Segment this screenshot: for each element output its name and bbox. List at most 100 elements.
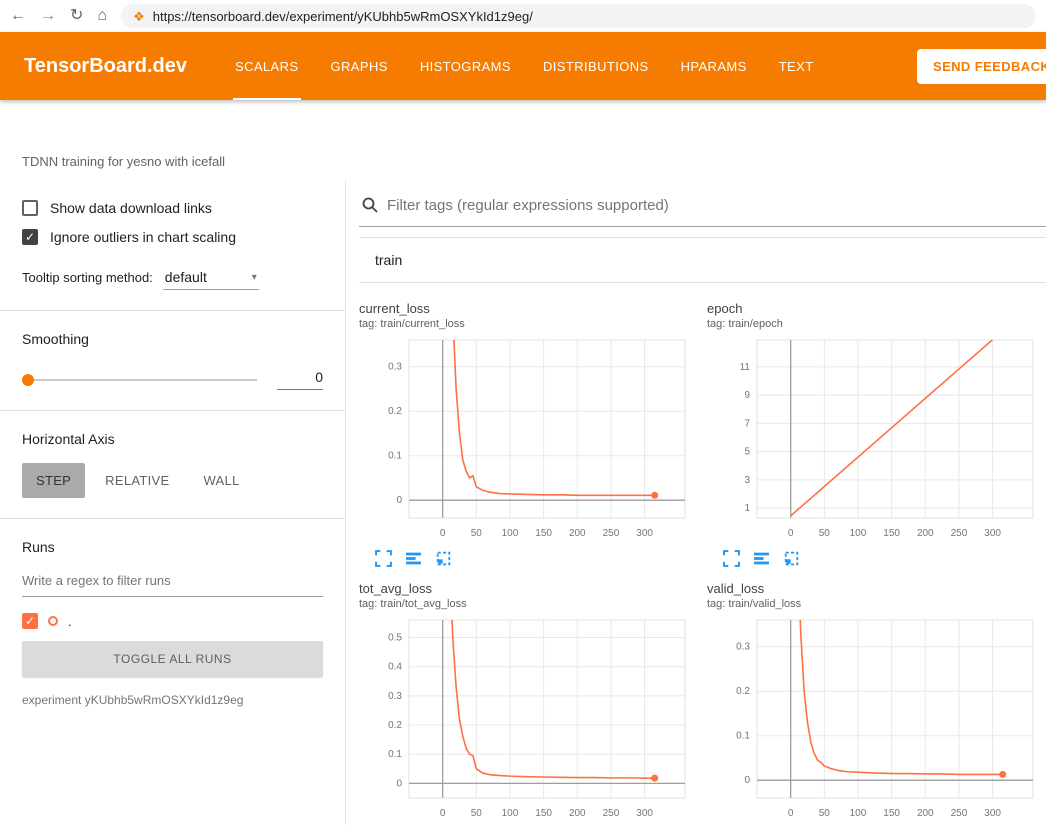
address-bar[interactable]: ❖ https://tensorboard.dev/experiment/yKU…: [121, 4, 1036, 28]
svg-text:100: 100: [850, 528, 867, 539]
tab-histograms[interactable]: HISTOGRAMS: [419, 58, 511, 74]
chart-plot-epoch[interactable]: 0 50 100 150 200 250 300 1 3 5 7 9 11: [707, 334, 1043, 544]
show-download-links-row[interactable]: ✓ Show data download links: [22, 200, 323, 216]
data-table-icon[interactable]: [753, 550, 770, 567]
wall-button[interactable]: WALL: [189, 463, 253, 498]
tooltip-sorting-select[interactable]: default ▾: [162, 269, 259, 290]
horizontal-axis-buttons: STEP RELATIVE WALL: [22, 463, 323, 498]
tab-distributions[interactable]: DISTRIBUTIONS: [542, 58, 649, 74]
back-icon[interactable]: ←: [10, 7, 26, 24]
svg-text:0: 0: [788, 528, 794, 539]
charts-grid: current_loss tag: train/current_loss 0 50…: [359, 283, 1046, 825]
main-area: train current_loss tag: train/current_lo…: [346, 180, 1046, 825]
svg-text:0: 0: [440, 528, 446, 539]
chart-title: current_loss: [359, 301, 430, 316]
tab-scalars[interactable]: SCALARS: [233, 32, 300, 100]
svg-text:0.1: 0.1: [388, 451, 402, 462]
chart-title: valid_loss: [707, 581, 765, 596]
smoothing-value[interactable]: 0: [277, 369, 323, 390]
reload-icon[interactable]: ↻: [70, 7, 84, 24]
runs-label: Runs: [22, 539, 55, 555]
svg-text:150: 150: [883, 528, 900, 539]
svg-text:9: 9: [744, 390, 750, 401]
svg-text:100: 100: [502, 528, 519, 539]
app-logo[interactable]: TensorBoard.dev: [24, 54, 187, 77]
chart-title: tot_avg_loss: [359, 581, 432, 596]
svg-text:7: 7: [744, 418, 750, 429]
fit-domain-icon[interactable]: [435, 550, 452, 567]
chart-tag: tag: train/epoch: [707, 318, 783, 330]
chart-tag: tag: train/valid_loss: [707, 598, 802, 610]
tag-filter-input[interactable]: [387, 196, 1046, 214]
run-checkbox[interactable]: ✓: [22, 613, 38, 629]
relative-button[interactable]: RELATIVE: [91, 463, 183, 498]
runs-filter-input[interactable]: [22, 571, 323, 597]
svg-text:0.3: 0.3: [388, 691, 402, 702]
svg-text:200: 200: [569, 808, 586, 819]
chart-title: epoch: [707, 301, 743, 316]
url-text: https://tensorboard.dev/experiment/yKUbh…: [152, 8, 533, 24]
train-section-header[interactable]: train: [359, 237, 1046, 283]
browser-chrome: ← → ↻ ⌂ ❖ https://tensorboard.dev/experi…: [0, 0, 1046, 32]
svg-text:11: 11: [740, 362, 751, 373]
send-feedback-button[interactable]: SEND FEEDBACK: [917, 49, 1046, 84]
svg-text:50: 50: [819, 528, 831, 539]
expand-chart-icon[interactable]: [723, 550, 740, 567]
tooltip-sorting-value: default: [164, 269, 207, 285]
svg-text:150: 150: [535, 528, 552, 539]
svg-text:50: 50: [819, 808, 831, 819]
step-button[interactable]: STEP: [22, 463, 86, 498]
svg-text:0.1: 0.1: [388, 749, 402, 760]
ignore-outliers-label: Ignore outliers in chart scaling: [50, 229, 236, 245]
svg-text:300: 300: [636, 808, 653, 819]
svg-text:3: 3: [744, 475, 750, 486]
train-section: train current_loss tag: train/current_lo…: [359, 237, 1046, 825]
svg-text:150: 150: [535, 808, 552, 819]
svg-text:250: 250: [603, 808, 620, 819]
tab-hparams[interactable]: HPARAMS: [680, 58, 747, 74]
svg-text:50: 50: [471, 528, 483, 539]
svg-text:250: 250: [951, 808, 968, 819]
experiment-title: TDNN training for yesno with icefall: [22, 154, 226, 169]
expand-chart-icon[interactable]: [375, 550, 392, 567]
chart-toolbar: [707, 544, 1043, 571]
slider-thumb[interactable]: [22, 373, 34, 386]
chart-toolbar: [359, 544, 695, 571]
toggle-all-runs-button[interactable]: TOGGLE ALL RUNS: [22, 641, 323, 677]
tooltip-sorting-row: Tooltip sorting method: default ▾: [22, 269, 323, 290]
svg-text:0.1: 0.1: [736, 731, 750, 742]
tab-graphs[interactable]: GRAPHS: [330, 58, 388, 74]
svg-text:0.2: 0.2: [736, 686, 750, 697]
smoothing-label: Smoothing: [22, 331, 89, 347]
show-download-links-checkbox[interactable]: ✓: [22, 200, 38, 216]
smoothing-slider[interactable]: [22, 373, 257, 386]
svg-text:200: 200: [917, 808, 934, 819]
horizontal-axis-label: Horizontal Axis: [22, 431, 115, 447]
svg-text:0.2: 0.2: [388, 406, 402, 417]
tooltip-sorting-label: Tooltip sorting method:: [22, 270, 153, 285]
svg-text:0: 0: [788, 808, 794, 819]
chart-card-valid-loss: valid_loss tag: train/valid_loss 0 50 100 1…: [707, 581, 1043, 825]
run-name: .: [68, 613, 72, 629]
ignore-outliers-row[interactable]: ✓ Ignore outliers in chart scaling: [22, 229, 323, 245]
svg-text:5: 5: [744, 447, 750, 458]
chart-plot-valid-loss[interactable]: 0 50 100 150 200 250 300 0 0.1 0.2 0.3: [707, 614, 1043, 824]
chart-card-epoch: epoch tag: train/epoch 0 50 100 150 200 250 30…: [707, 301, 1043, 571]
home-icon[interactable]: ⌂: [97, 7, 108, 24]
chart-plot-tot-avg-loss[interactable]: 0 50 100 150 200 250 300 0 0.1 0.2 0.3 0.4 0.5: [359, 614, 695, 824]
ignore-outliers-checkbox[interactable]: ✓: [22, 229, 38, 245]
forward-icon[interactable]: →: [40, 7, 56, 24]
run-item[interactable]: ✓ .: [22, 613, 323, 629]
svg-text:300: 300: [984, 808, 1001, 819]
svg-text:0: 0: [440, 808, 446, 819]
fit-domain-icon[interactable]: [783, 550, 800, 567]
chart-plot-current-loss[interactable]: 0 50 100 150 200 250 300 0 0.1 0.2 0.3: [359, 334, 695, 544]
chart-card-current-loss: current_loss tag: train/current_loss 0 50…: [359, 301, 695, 571]
subheader: TDNN training for yesno with icefall: [0, 100, 1046, 180]
svg-text:300: 300: [984, 528, 1001, 539]
data-table-icon[interactable]: [405, 550, 422, 567]
divider: [0, 518, 345, 519]
svg-text:100: 100: [502, 808, 519, 819]
svg-text:0.3: 0.3: [388, 362, 402, 373]
tab-text[interactable]: TEXT: [778, 58, 814, 74]
